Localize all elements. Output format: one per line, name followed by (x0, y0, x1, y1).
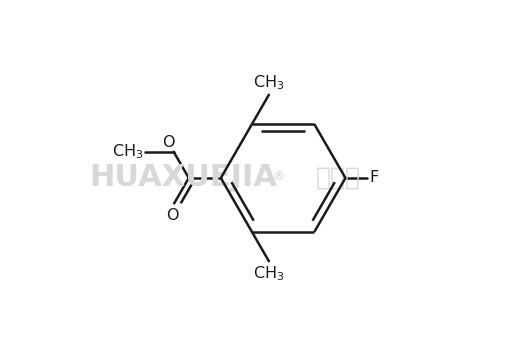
Text: O: O (166, 209, 178, 224)
Text: F: F (369, 171, 378, 185)
Text: 化学际: 化学际 (316, 166, 361, 190)
Text: CH$_3$: CH$_3$ (253, 73, 284, 92)
Text: ®: ® (272, 170, 285, 183)
Text: HUAXUEJIA: HUAXUEJIA (89, 163, 278, 193)
Text: CH$_3$: CH$_3$ (112, 142, 143, 161)
Text: CH$_3$: CH$_3$ (253, 264, 284, 283)
Text: O: O (162, 135, 174, 150)
